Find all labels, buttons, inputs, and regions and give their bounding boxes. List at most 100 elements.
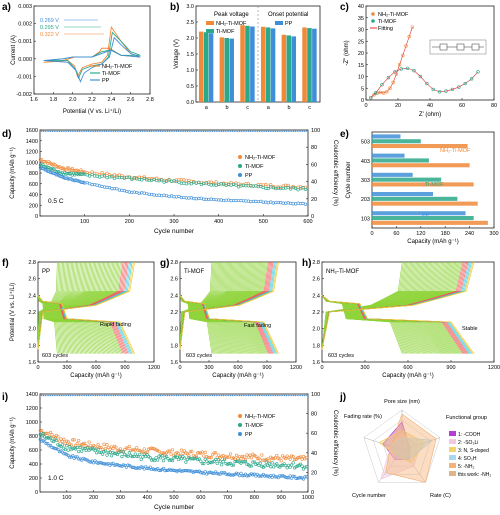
capacity-point (196, 470, 200, 474)
capacity-point (164, 468, 169, 472)
y-tick-label: 0 (35, 214, 38, 220)
capacity-point (285, 476, 289, 480)
capacity-point (114, 463, 118, 467)
panel-d-ylabel: Capacity (mAh g⁻¹) (10, 147, 16, 199)
radar-ring (382, 429, 422, 467)
capacity-point (93, 448, 97, 453)
capacity-point (231, 463, 236, 467)
capacity-point (200, 461, 204, 465)
capacity-point (159, 194, 164, 198)
capacity-point (77, 438, 81, 443)
capacity-point (172, 454, 176, 458)
panel-a: a) 1.6 1.8 2.0 2.2 2.4 2.6 2.8 -0.002 -0.001 0.00… (2, 2, 154, 115)
capacity-point (297, 476, 301, 480)
capacity-point (263, 464, 267, 468)
capacity-point (126, 454, 130, 458)
hbar (372, 192, 433, 197)
x-tick-label: 2.4 (108, 97, 116, 103)
y-tick-label: 1400 (26, 392, 38, 398)
y-tick-label: 1400 (26, 139, 38, 145)
y2-tick-label: 60 (311, 431, 317, 437)
capacity-point (124, 465, 128, 469)
hbar (372, 139, 421, 144)
capacity-point (270, 456, 274, 460)
capacity-point (56, 435, 60, 439)
x-tick-label: 0 (364, 103, 367, 109)
eis-point (404, 44, 408, 48)
legend-j-6: this work: -NH₂ (458, 472, 491, 478)
capacity-point (251, 460, 255, 464)
capacity-point (304, 465, 309, 469)
capacity-point (221, 471, 225, 475)
capacity-point (130, 177, 134, 182)
capacity-point (212, 451, 216, 455)
eis-point (476, 70, 480, 74)
capacity-point (190, 456, 194, 461)
y2-tick-label: 20 (311, 470, 317, 476)
capacity-point (139, 457, 143, 461)
x-tick-label: 2.0 (69, 97, 77, 103)
panel-g-letter: g) (160, 258, 169, 269)
x-tick-label: 600 (303, 219, 312, 225)
eis-point (407, 34, 411, 39)
capacity-point (59, 437, 63, 441)
capacity-point (205, 459, 209, 463)
category-label: a (267, 105, 271, 111)
x-tick-label: 800 (250, 495, 259, 501)
capacity-point (166, 449, 170, 453)
capacity-point (274, 187, 278, 191)
panel-c-ylabel: -Z'' (ohm) (344, 40, 350, 65)
capacity-point (108, 447, 112, 451)
panel-c-plot: 0 20 40 60 80 0 5 10 15 20 25 30 35 40 (358, 4, 497, 109)
capacity-point (117, 450, 121, 454)
y-tick-label: 1.5 (186, 52, 194, 58)
capacity-point (84, 448, 88, 453)
capacity-point (114, 445, 118, 449)
capacity-point (199, 459, 203, 463)
capacity-point (48, 430, 53, 434)
y-tick-label: 0.5 (186, 84, 194, 90)
capacity-point (271, 201, 275, 205)
panel-c-letter: c) (340, 2, 349, 13)
y-tick-label: 2.4 (312, 293, 320, 299)
capacity-point (84, 458, 88, 462)
capacity-point (44, 436, 48, 440)
capacity-point (133, 448, 137, 452)
capacity-point (251, 473, 255, 477)
capacity-point (286, 185, 290, 189)
x-tick-label: 500 (259, 219, 268, 225)
capacity-point (300, 464, 304, 468)
capacity-point (100, 171, 104, 175)
capacity-point (197, 180, 201, 184)
capacity-point (172, 468, 176, 473)
capacity-point (245, 474, 249, 478)
capacity-point (264, 182, 268, 187)
y-tick-label: 2.8 (170, 260, 178, 266)
panel-i-ylabel: Capacity (mAh g⁻¹) (10, 417, 16, 469)
eis-point (369, 95, 373, 100)
capacity-point (209, 461, 213, 465)
radar-axis-pore: Pore size (nm) (384, 399, 420, 405)
capacity-point (81, 442, 85, 446)
y-tick-label: 600 (29, 182, 38, 188)
capacity-point (167, 178, 171, 182)
capacity-point (65, 439, 69, 443)
y2-tick-label: 80 (311, 412, 317, 418)
capacity-point (230, 473, 234, 477)
x-tick-label: 1.8 (50, 97, 58, 103)
panel-b-ylabel: Voltage (V) (174, 39, 180, 69)
panel-f-cycles: 603 cycles (42, 353, 68, 359)
capacity-point (71, 438, 75, 442)
capacity-point (62, 437, 66, 441)
bar (250, 26, 255, 103)
capacity-point (215, 455, 219, 459)
capacity-point (220, 470, 224, 474)
y-tick-label: 2.0 (312, 327, 320, 333)
capacity-point (203, 450, 207, 454)
capacity-point (41, 431, 45, 436)
capacity-point (182, 468, 187, 473)
capacity-point (115, 187, 119, 191)
capacity-point (221, 453, 225, 458)
capacity-point (248, 453, 252, 457)
capacity-point (190, 449, 194, 453)
